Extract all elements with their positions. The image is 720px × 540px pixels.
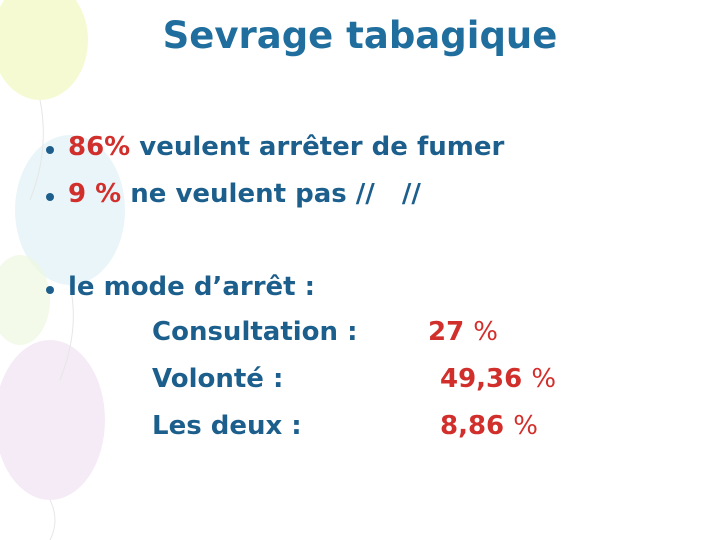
row-label: Les deux : (152, 411, 302, 441)
value: 27 (428, 317, 465, 347)
value: 49,36 (440, 364, 523, 394)
bullet-text: ne veulent pas // // (130, 179, 421, 209)
row-label: Volonté : (152, 364, 284, 394)
bullet-text: veulent arrêter de fumer (139, 132, 505, 162)
mode-heading: le mode d’arrêt : (68, 272, 316, 302)
bullet-dot (46, 146, 54, 154)
bullet-dot (46, 193, 54, 201)
bullet: 86% veulent arrêter de fumer (68, 132, 504, 162)
highlight: 9 % (68, 179, 122, 209)
highlight: 86% (68, 132, 131, 162)
row-label: Consultation : (152, 317, 358, 347)
bullet: 9 % ne veulent pas // // (68, 179, 421, 209)
unit: % (513, 411, 538, 441)
row-value: 27 % (428, 317, 498, 347)
row-value: 49,36 % (440, 364, 556, 394)
title: Sevrage tabagique (162, 14, 558, 57)
value: 8,86 (440, 411, 505, 441)
unit: % (473, 317, 498, 347)
row-value: 8,86 % (440, 411, 538, 441)
bullet-dot (46, 286, 54, 294)
unit: % (531, 364, 557, 394)
